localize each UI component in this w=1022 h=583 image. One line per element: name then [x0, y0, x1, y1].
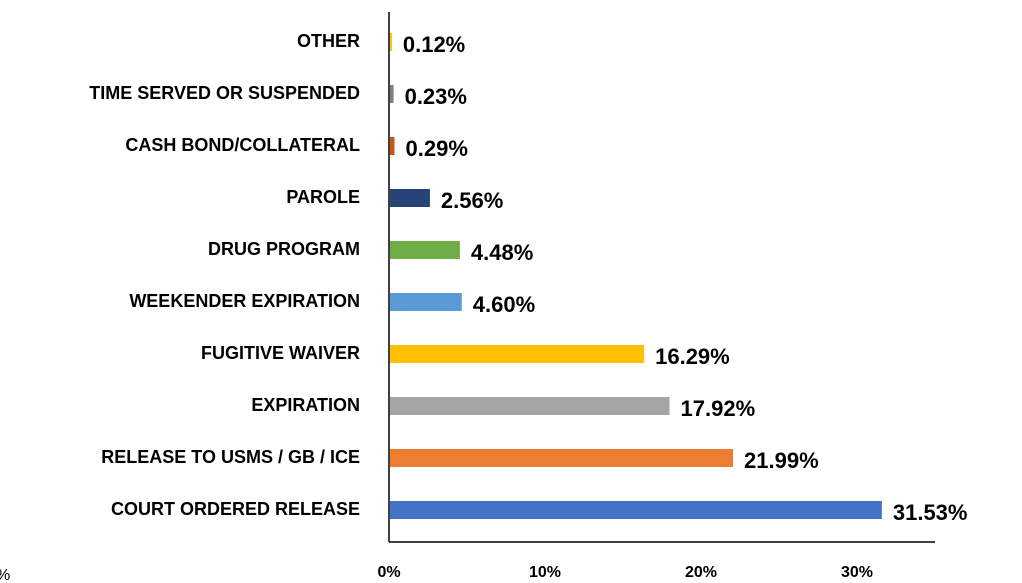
- bar: [390, 241, 460, 259]
- x-tick-label: 0%: [377, 564, 400, 581]
- category-label: DRUG PROGRAM: [208, 239, 360, 259]
- value-label: 0.12%: [403, 32, 465, 57]
- bar: [390, 501, 882, 519]
- category-label: TIME SERVED OR SUSPENDED: [89, 83, 360, 103]
- value-label: 17.92%: [681, 396, 756, 421]
- x-tick-label: 10%: [529, 564, 561, 581]
- category-label: PAROLE: [286, 187, 360, 207]
- value-label: 16.29%: [655, 344, 730, 369]
- bar: [390, 449, 734, 467]
- value-label: 4.60%: [473, 292, 535, 317]
- x-tick-label: 30%: [841, 564, 873, 581]
- bar: [390, 85, 394, 103]
- value-label: 4.48%: [471, 240, 533, 265]
- value-label: 0.23%: [405, 84, 467, 109]
- category-label: EXPIRATION: [251, 395, 360, 415]
- bar: [390, 293, 462, 311]
- bar: [390, 345, 645, 363]
- category-label: OTHER: [297, 31, 360, 51]
- bar: [390, 33, 392, 51]
- x-tick-label: 20%: [685, 564, 717, 581]
- bar: [390, 397, 670, 415]
- value-label: 2.56%: [441, 188, 503, 213]
- category-label: COURT ORDERED RELEASE: [111, 499, 360, 519]
- value-label: 31.53%: [893, 500, 968, 525]
- bar: [390, 137, 395, 155]
- annotation: %: [0, 567, 10, 583]
- category-label: FUGITIVE WAIVER: [201, 343, 360, 363]
- bar: [390, 189, 430, 207]
- value-label: 0.29%: [406, 136, 468, 161]
- category-label: RELEASE TO USMS / GB / ICE: [101, 447, 360, 467]
- category-label: CASH BOND/COLLATERAL: [125, 135, 360, 155]
- value-label: 21.99%: [744, 448, 819, 473]
- category-label: WEEKENDER EXPIRATION: [129, 291, 360, 311]
